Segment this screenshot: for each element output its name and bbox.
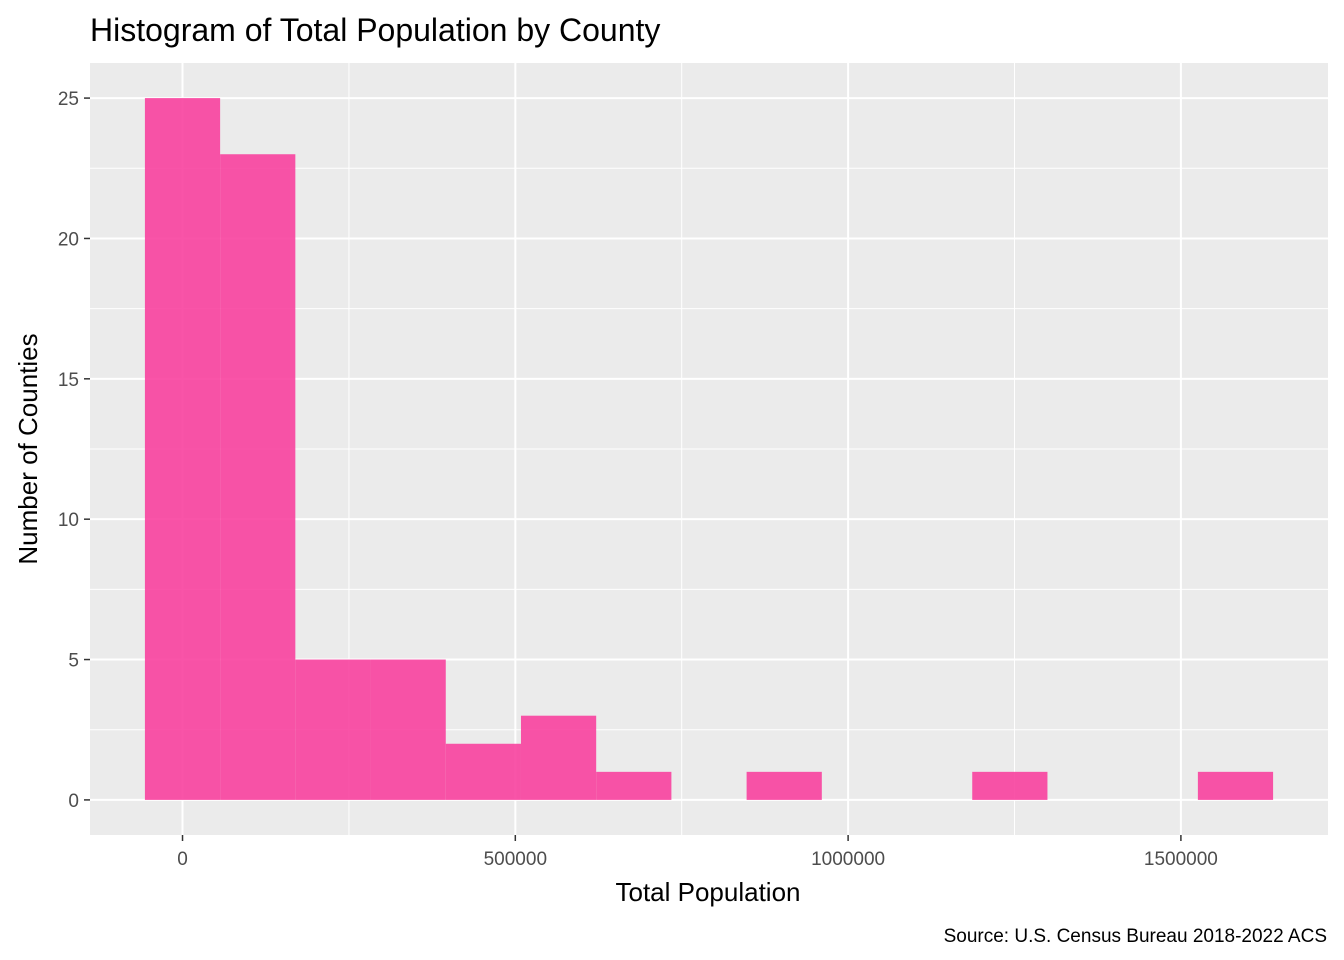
source-caption: Source: U.S. Census Bureau 2018-2022 ACS [944, 926, 1327, 947]
chart-title: Histogram of Total Population by County [90, 12, 660, 48]
histogram-bar [445, 743, 521, 800]
y-tick-label: 5 [68, 651, 79, 672]
y-axis-title: Number of Counties [13, 333, 43, 564]
x-axis-title: Total Population [615, 877, 800, 907]
histogram-bar [746, 771, 822, 800]
x-tick-label: 1000000 [811, 849, 885, 870]
x-axis-ticks: 0 500000 1000000 1500000 [177, 835, 1218, 870]
histogram-bar [220, 154, 296, 800]
histogram-bar [1197, 771, 1274, 800]
y-tick-label: 20 [58, 229, 79, 250]
histogram-bar [520, 715, 597, 800]
histogram-bar [596, 771, 672, 800]
y-tick-label: 25 [58, 89, 79, 110]
y-tick-label: 15 [58, 370, 79, 391]
histogram-bar [370, 659, 446, 800]
histogram-bar [972, 771, 1048, 800]
histogram-bar [144, 98, 221, 800]
histogram-bars [144, 98, 1274, 800]
y-tick-label: 10 [58, 510, 79, 531]
histogram-bar [295, 659, 371, 800]
x-tick-label: 500000 [484, 849, 547, 870]
x-tick-label: 1500000 [1144, 849, 1218, 870]
y-tick-label: 0 [68, 791, 79, 812]
x-tick-label: 0 [177, 849, 188, 870]
y-axis-ticks: 0 5 10 15 20 25 [58, 89, 90, 812]
